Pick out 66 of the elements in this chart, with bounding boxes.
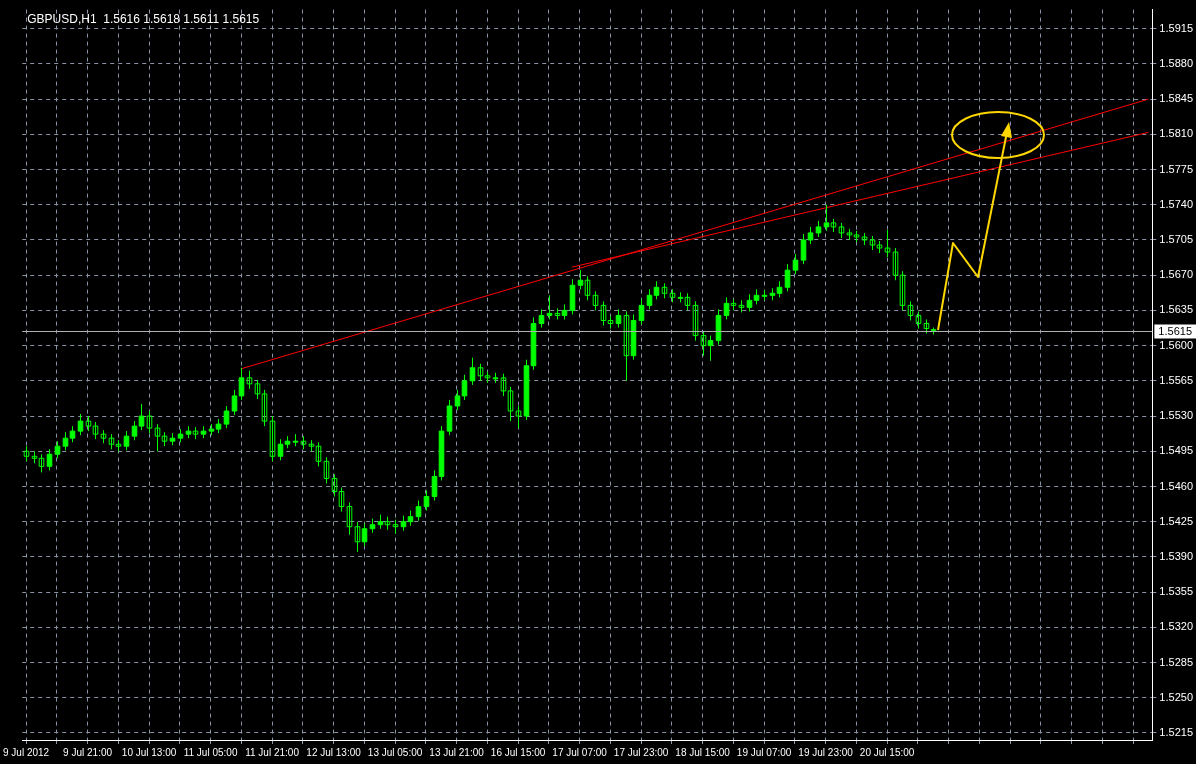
y-tick-label: 1.5740: [1159, 197, 1194, 210]
candlestick: [346, 502, 353, 536]
x-tick-label: 11 Jul 05:00: [183, 746, 238, 758]
ref-line-label: 1.5615: [1158, 324, 1193, 337]
candlestick: [323, 456, 330, 484]
y-tick-label: 1.5915: [1159, 21, 1194, 34]
y-tick-label: 1.5635: [1159, 303, 1194, 316]
candlestick: [500, 373, 507, 397]
y-tick-label: 1.5285: [1159, 655, 1194, 668]
candlestick: [899, 270, 906, 311]
candlestick: [892, 247, 899, 281]
candlestick: [146, 410, 153, 434]
y-tick-label: 1.5845: [1159, 92, 1194, 105]
candlestick: [915, 310, 922, 330]
y-tick-label: 1.5775: [1159, 162, 1194, 175]
x-tick-label: 20 Jul 15:00: [859, 746, 915, 758]
y-tick-label: 1.5810: [1159, 127, 1194, 140]
x-tick-label: 9 Jul 2012: [3, 746, 50, 758]
x-tick-label: 19 Jul 07:00: [736, 746, 792, 758]
candlestick: [584, 275, 591, 301]
y-tick-label: 1.5705: [1159, 233, 1194, 246]
candlestick: [600, 300, 607, 326]
x-tick-label: 13 Jul 21:00: [429, 746, 485, 758]
x-tick-label: 9 Jul 21:00: [63, 746, 113, 758]
x-tick-label: 18 Jul 15:00: [675, 746, 731, 758]
y-tick-label: 1.5670: [1159, 268, 1194, 281]
x-tick-label: 13 Jul 05:00: [367, 746, 423, 758]
y-tick-label: 1.5215: [1159, 725, 1194, 738]
candlestick: [884, 229, 891, 258]
candlestick: [515, 405, 522, 429]
chart-title: GBPUSD,H1 1.5616 1.5618 1.5611 1.5615: [27, 11, 260, 26]
candlestick: [38, 453, 45, 473]
candlestick: [254, 379, 261, 400]
x-tick-label: 16 Jul 15:00: [490, 746, 546, 758]
x-tick-label: 19 Jul 23:00: [798, 746, 854, 758]
candlestick: [692, 300, 699, 342]
candlestick: [338, 486, 345, 513]
candlestick: [315, 441, 322, 467]
y-tick-label: 1.5390: [1159, 549, 1194, 562]
y-tick-label: 1.5355: [1159, 585, 1194, 598]
x-tick-label: 17 Jul 07:00: [552, 746, 608, 758]
y-tick-label: 1.5320: [1159, 620, 1194, 633]
y-tick-label: 1.5530: [1159, 409, 1194, 422]
y-tick-label: 1.5565: [1159, 373, 1194, 386]
y-tick-label: 1.5250: [1159, 690, 1194, 703]
y-tick-label: 1.5460: [1159, 479, 1194, 492]
x-tick-label: 12 Jul 13:00: [306, 746, 362, 758]
candlestick: [907, 300, 914, 321]
candlestick: [331, 473, 338, 498]
candlestick: [607, 315, 614, 330]
candlestick: [354, 521, 361, 553]
candlestick: [154, 423, 161, 452]
y-tick-label: 1.5495: [1159, 444, 1194, 457]
candlestick: [507, 386, 514, 422]
x-tick-label: 17 Jul 23:00: [613, 746, 669, 758]
x-tick-label: 10 Jul 13:00: [121, 746, 177, 758]
candlestick: [261, 389, 268, 427]
y-tick-label: 1.5425: [1159, 514, 1194, 527]
candlestick: [269, 415, 276, 462]
x-tick-label: 11 Jul 21:00: [245, 746, 300, 758]
y-tick-label: 1.5600: [1159, 338, 1194, 351]
candlestick: [623, 310, 630, 382]
candlestick: [700, 331, 707, 357]
y-tick-label: 1.5880: [1159, 56, 1194, 69]
candlestick: [246, 370, 253, 390]
candlestick: [592, 290, 599, 311]
